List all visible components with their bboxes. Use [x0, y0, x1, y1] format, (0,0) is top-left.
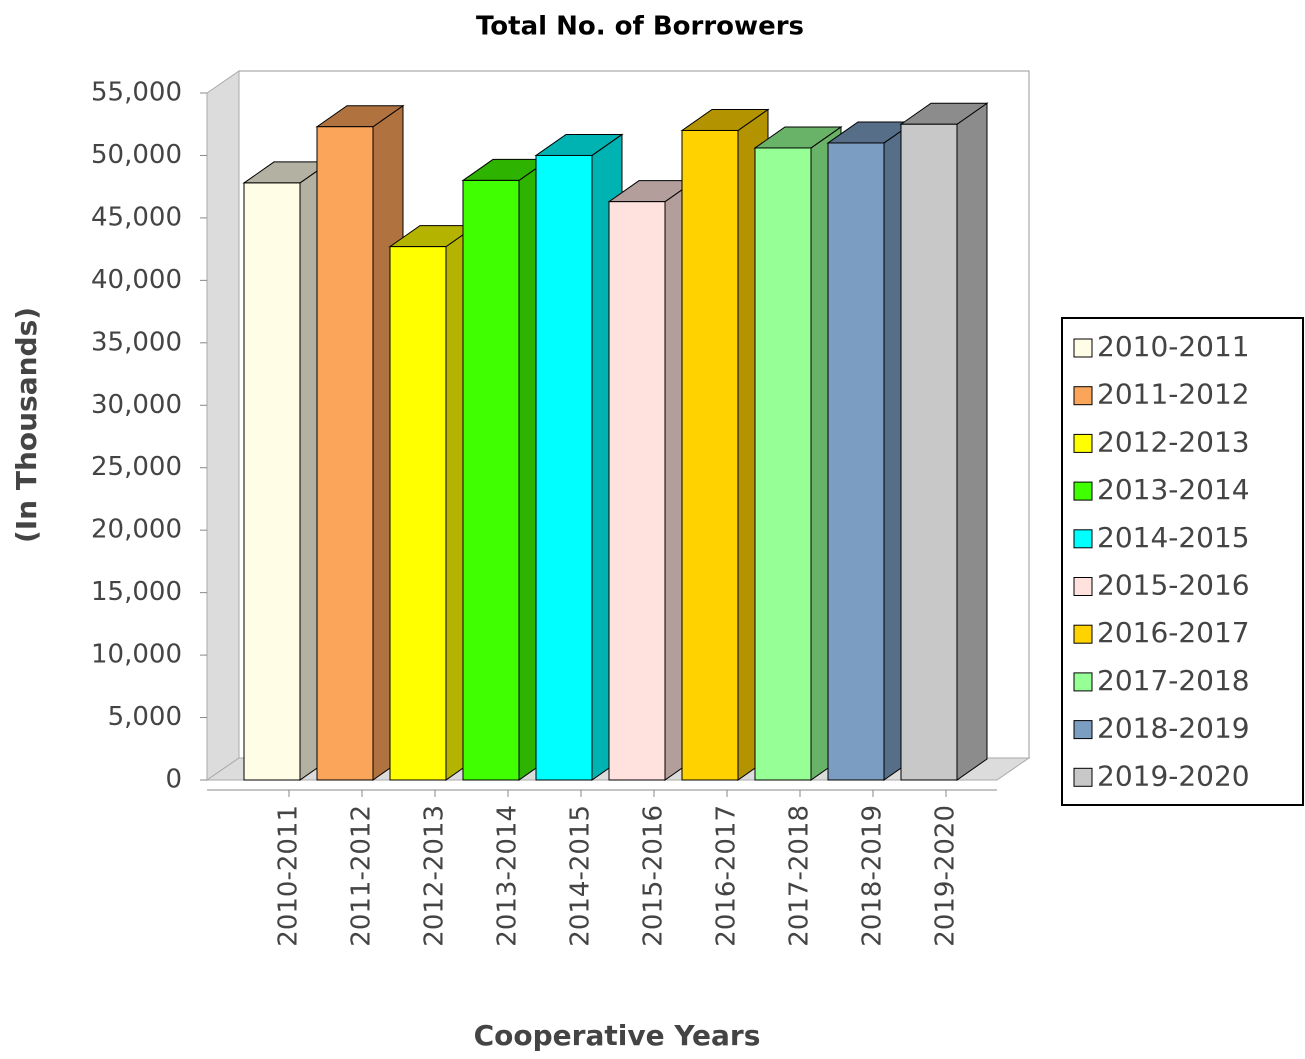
bar: [462, 179, 520, 781]
legend-swatch: [1073, 720, 1093, 740]
x-tick-label: 2018-2019: [858, 805, 888, 947]
x-tick-label: 2016-2017: [712, 805, 742, 947]
legend-label: 2011-2012: [1097, 378, 1250, 411]
legend-swatch: [1073, 338, 1093, 358]
y-tick-label: 35,000: [91, 327, 182, 357]
y-tick-label: 40,000: [91, 265, 182, 295]
legend-label: 2015-2016: [1097, 569, 1250, 602]
legend-swatch: [1073, 767, 1093, 787]
bar-side: [956, 102, 988, 781]
legend: [1061, 317, 1304, 806]
legend-swatch: [1073, 433, 1093, 453]
y-tick-label: 10,000: [91, 640, 182, 670]
legend-label: 2017-2018: [1097, 664, 1250, 697]
y-tick-label: 20,000: [91, 515, 182, 545]
legend-swatch: [1073, 672, 1093, 692]
legend-label: 2014-2015: [1097, 521, 1250, 554]
legend-label: 2013-2014: [1097, 473, 1250, 506]
y-axis-label: (In Thousands): [10, 307, 43, 543]
left-wall: [206, 70, 240, 781]
bar: [608, 201, 666, 781]
legend-swatch: [1073, 529, 1093, 549]
legend-label: 2018-2019: [1097, 712, 1250, 745]
bar: [535, 154, 593, 781]
legend-label: 2019-2020: [1097, 759, 1250, 792]
y-tick-label: 15,000: [91, 577, 182, 607]
legend-swatch: [1073, 481, 1093, 501]
x-tick-label: 2012-2013: [420, 805, 450, 947]
bar: [243, 182, 301, 781]
bar: [316, 126, 374, 781]
y-tick-label: 5,000: [108, 702, 182, 732]
x-tick-label: 2015-2016: [639, 805, 669, 947]
x-tick-label: 2017-2018: [785, 805, 815, 947]
bar: [827, 142, 885, 781]
y-tick-label: 50,000: [91, 140, 182, 170]
legend-swatch: [1073, 577, 1093, 596]
chart-title: Total No. of Borrowers: [476, 12, 804, 42]
x-tick-label: 2010-2011: [274, 805, 304, 947]
x-tick-label: 2019-2020: [931, 805, 961, 947]
x-axis-label: Cooperative Years: [474, 1019, 761, 1052]
legend-label: 2010-2011: [1097, 330, 1250, 363]
bar: [900, 123, 958, 781]
y-tick-label: 30,000: [91, 390, 182, 420]
legend-swatch: [1073, 624, 1093, 644]
legend-swatch: [1073, 386, 1093, 406]
legend-label: 2012-2013: [1097, 425, 1250, 458]
y-tick-label: 45,000: [91, 202, 182, 232]
x-tick-label: 2011-2012: [347, 805, 377, 947]
bar: [681, 129, 739, 781]
bar: [389, 246, 447, 781]
y-tick-label: 25,000: [91, 452, 182, 482]
bar: [754, 147, 812, 781]
x-tick-label: 2014-2015: [566, 805, 596, 947]
x-tick-label: 2013-2014: [493, 805, 523, 947]
legend-label: 2016-2017: [1097, 616, 1250, 649]
y-tick-label: 55,000: [91, 78, 182, 108]
y-tick-label: 0: [165, 765, 182, 795]
